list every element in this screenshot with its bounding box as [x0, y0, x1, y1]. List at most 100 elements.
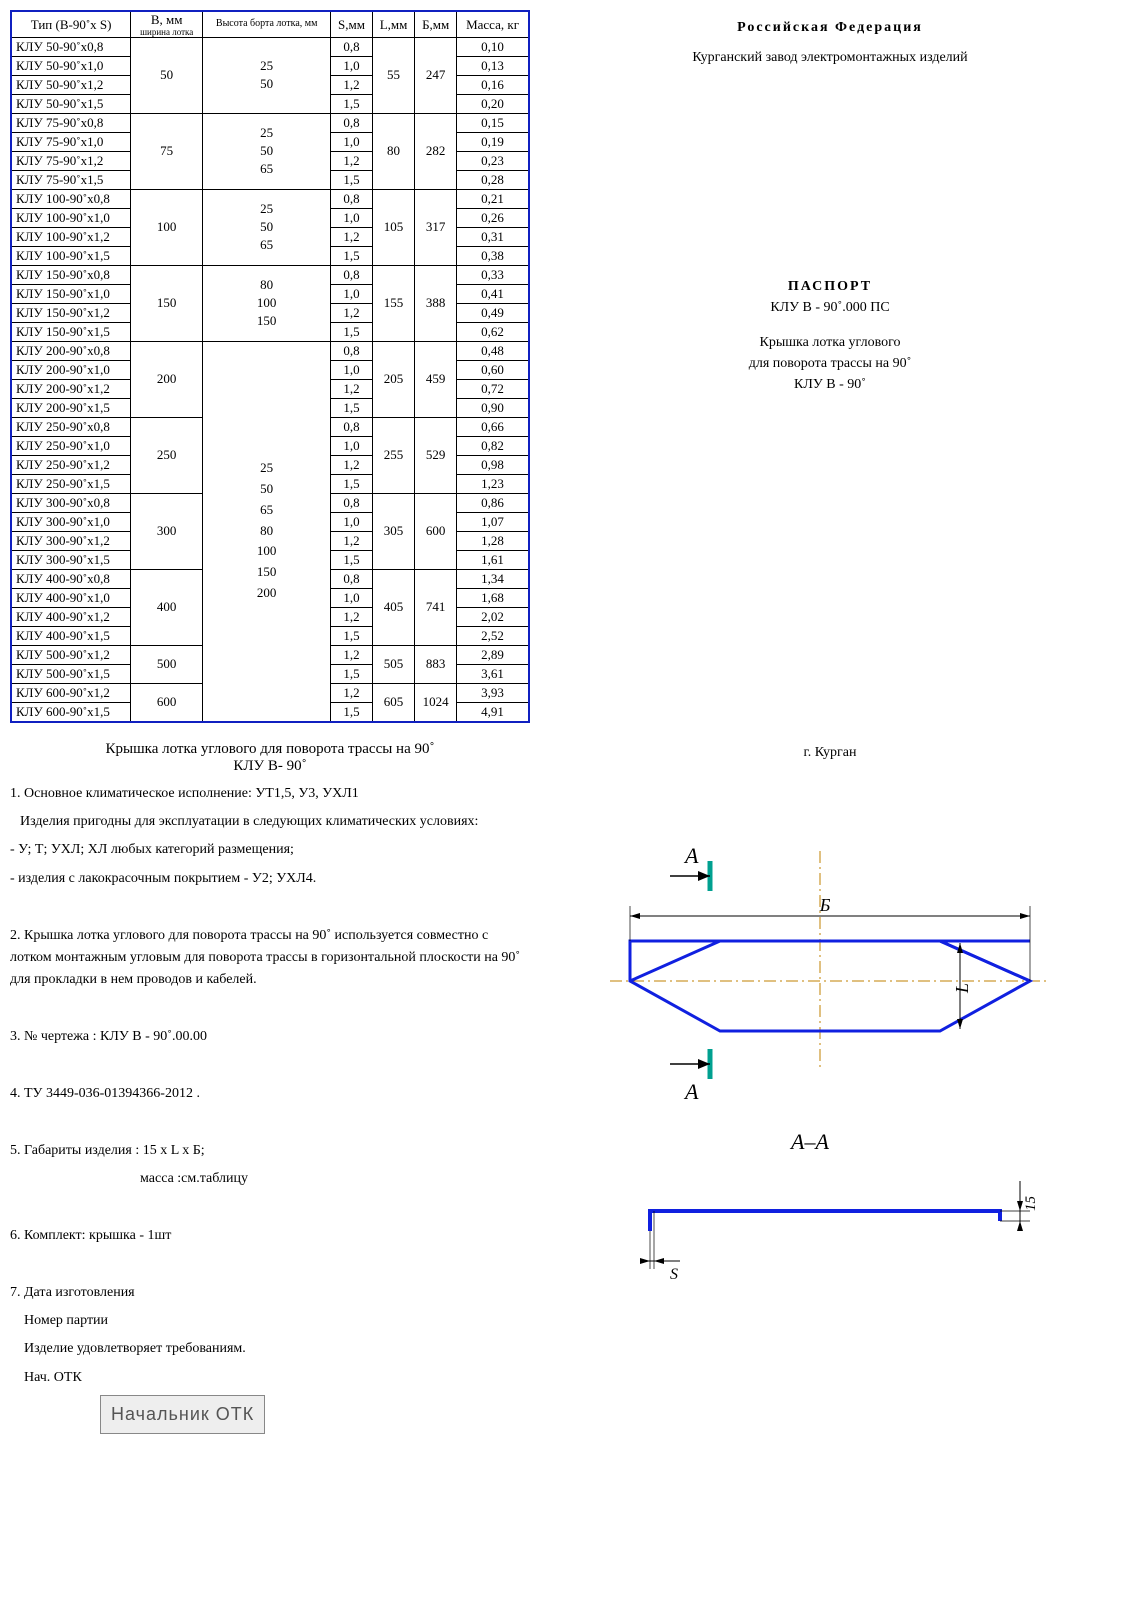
cell-type: КЛУ 400-90˚х0,8 — [11, 569, 131, 588]
passport-name3: КЛУ В - 90˚ — [570, 374, 1090, 395]
cell-s: 1,2 — [331, 607, 373, 626]
cell-s: 1,2 — [331, 151, 373, 170]
cell-mass: 0,72 — [457, 379, 529, 398]
cell-l: 80 — [372, 113, 414, 189]
cell-s: 1,5 — [331, 702, 373, 722]
cell-type: КЛУ 100-90˚х0,8 — [11, 189, 131, 208]
cell-mass: 2,89 — [457, 645, 529, 664]
cell-s: 1,5 — [331, 474, 373, 493]
cell-type: КЛУ 75-90˚х0,8 — [11, 113, 131, 132]
note-1d: - изделия с лакокрасочным покрытием - У2… — [10, 868, 530, 890]
svg-text:L: L — [952, 983, 972, 994]
cell-type: КЛУ 400-90˚х1,2 — [11, 607, 131, 626]
col-s: S,мм — [331, 11, 373, 37]
cell-h: 80 100 150 — [203, 265, 331, 341]
cell-b: 300 — [131, 493, 203, 569]
otk-stamp: Начальник ОТК — [100, 1395, 265, 1434]
cell-s: 0,8 — [331, 189, 373, 208]
svg-text:S: S — [670, 1266, 678, 1283]
cell-s: 0,8 — [331, 493, 373, 512]
cell-l: 605 — [372, 683, 414, 722]
header-block: Российская Федерация Курганский завод эл… — [570, 20, 1090, 66]
cell-type: КЛУ 200-90˚х1,5 — [11, 398, 131, 417]
cell-bb: 1024 — [415, 683, 457, 722]
cell-mass: 0,23 — [457, 151, 529, 170]
cell-type: КЛУ 50-90˚х1,0 — [11, 56, 131, 75]
cell-type: КЛУ 200-90˚х1,2 — [11, 379, 131, 398]
cell-type: КЛУ 150-90˚х1,5 — [11, 322, 131, 341]
cell-s: 1,2 — [331, 379, 373, 398]
cell-b: 100 — [131, 189, 203, 265]
note-6: 6. Комплект: крышка - 1шт — [10, 1225, 530, 1247]
cell-s: 0,8 — [331, 569, 373, 588]
note-3: 3. № чертежа : КЛУ В - 90˚.00.00 — [10, 1026, 530, 1048]
cell-s: 1,2 — [331, 645, 373, 664]
cell-h-big: 25 50 65 80 100 150 200 — [203, 341, 331, 722]
cell-type: КЛУ 300-90˚х0,8 — [11, 493, 131, 512]
passport-code: КЛУ В - 90˚.000 ПС — [570, 297, 1090, 318]
note-7d: Нач. ОТК — [24, 1367, 530, 1389]
cell-s: 1,0 — [331, 436, 373, 455]
cell-mass: 1,34 — [457, 569, 529, 588]
cell-type: КЛУ 250-90˚х0,8 — [11, 417, 131, 436]
passport-block: ПАСПОРТ КЛУ В - 90˚.000 ПС Крышка лотка … — [570, 276, 1090, 395]
cell-mass: 0,49 — [457, 303, 529, 322]
cell-s: 0,8 — [331, 417, 373, 436]
cell-mass: 0,90 — [457, 398, 529, 417]
cell-bb: 529 — [415, 417, 457, 493]
drawing-section: А–А 15 S — [570, 1121, 1090, 1291]
cell-type: КЛУ 250-90˚х1,2 — [11, 455, 131, 474]
cell-s: 1,5 — [331, 246, 373, 265]
cell-b: 50 — [131, 37, 203, 113]
cell-type: КЛУ 50-90˚х0,8 — [11, 37, 131, 56]
cell-bb: 741 — [415, 569, 457, 645]
cell-mass: 0,20 — [457, 94, 529, 113]
note-7c: Изделие удовлетворяет требованиям. — [24, 1338, 530, 1360]
col-h: Высота борта лотка, мм — [203, 11, 331, 37]
cell-type: КЛУ 250-90˚х1,0 — [11, 436, 131, 455]
cell-type: КЛУ 50-90˚х1,2 — [11, 75, 131, 94]
cell-mass: 2,02 — [457, 607, 529, 626]
passport-name1: Крышка лотка углового — [570, 332, 1090, 353]
cell-mass: 0,41 — [457, 284, 529, 303]
cell-s: 1,5 — [331, 322, 373, 341]
cell-h: 25 50 65 — [203, 189, 331, 265]
cell-type: КЛУ 150-90˚х1,0 — [11, 284, 131, 303]
table-row: КЛУ 50-90˚х0,85025 500,8552470,10 — [11, 37, 529, 56]
cell-type: КЛУ 300-90˚х1,5 — [11, 550, 131, 569]
cell-bb: 883 — [415, 645, 457, 683]
cell-mass: 1,68 — [457, 588, 529, 607]
cell-mass: 1,61 — [457, 550, 529, 569]
note-7a: 7. Дата изготовления — [10, 1282, 530, 1304]
cell-l: 405 — [372, 569, 414, 645]
cell-s: 0,8 — [331, 37, 373, 56]
notes-block: 1. Основное климатическое исполнение: УТ… — [10, 783, 530, 1434]
cell-type: КЛУ 300-90˚х1,2 — [11, 531, 131, 550]
cell-bb: 247 — [415, 37, 457, 113]
cell-type: КЛУ 75-90˚х1,0 — [11, 132, 131, 151]
cell-mass: 0,86 — [457, 493, 529, 512]
cell-type: КЛУ 250-90˚х1,5 — [11, 474, 131, 493]
cell-mass: 0,33 — [457, 265, 529, 284]
description-title: Крышка лотка углового для поворота трасс… — [10, 741, 530, 775]
cell-l: 255 — [372, 417, 414, 493]
cell-mass: 3,61 — [457, 664, 529, 683]
cell-s: 0,8 — [331, 341, 373, 360]
cell-h: 25 50 — [203, 37, 331, 113]
cell-b: 600 — [131, 683, 203, 722]
federation-label: Российская Федерация — [570, 20, 1090, 36]
cell-bb: 459 — [415, 341, 457, 417]
note-5a: 5. Габариты изделия : 15 х L x Б; — [10, 1140, 530, 1162]
col-bb: Б,мм — [415, 11, 457, 37]
table-row: КЛУ 100-90˚х0,810025 50 650,81053170,21 — [11, 189, 529, 208]
cell-type: КЛУ 150-90˚х1,2 — [11, 303, 131, 322]
table-body: КЛУ 50-90˚х0,85025 500,8552470,10КЛУ 50-… — [11, 37, 529, 722]
cell-mass: 0,60 — [457, 360, 529, 379]
note-2: 2. Крышка лотка углового для поворота тр… — [10, 925, 530, 992]
cell-s: 1,5 — [331, 626, 373, 645]
cell-l: 305 — [372, 493, 414, 569]
cell-type: КЛУ 400-90˚х1,5 — [11, 626, 131, 645]
cell-s: 1,5 — [331, 664, 373, 683]
cell-type: КЛУ 100-90˚х1,5 — [11, 246, 131, 265]
cell-type: КЛУ 100-90˚х1,2 — [11, 227, 131, 246]
